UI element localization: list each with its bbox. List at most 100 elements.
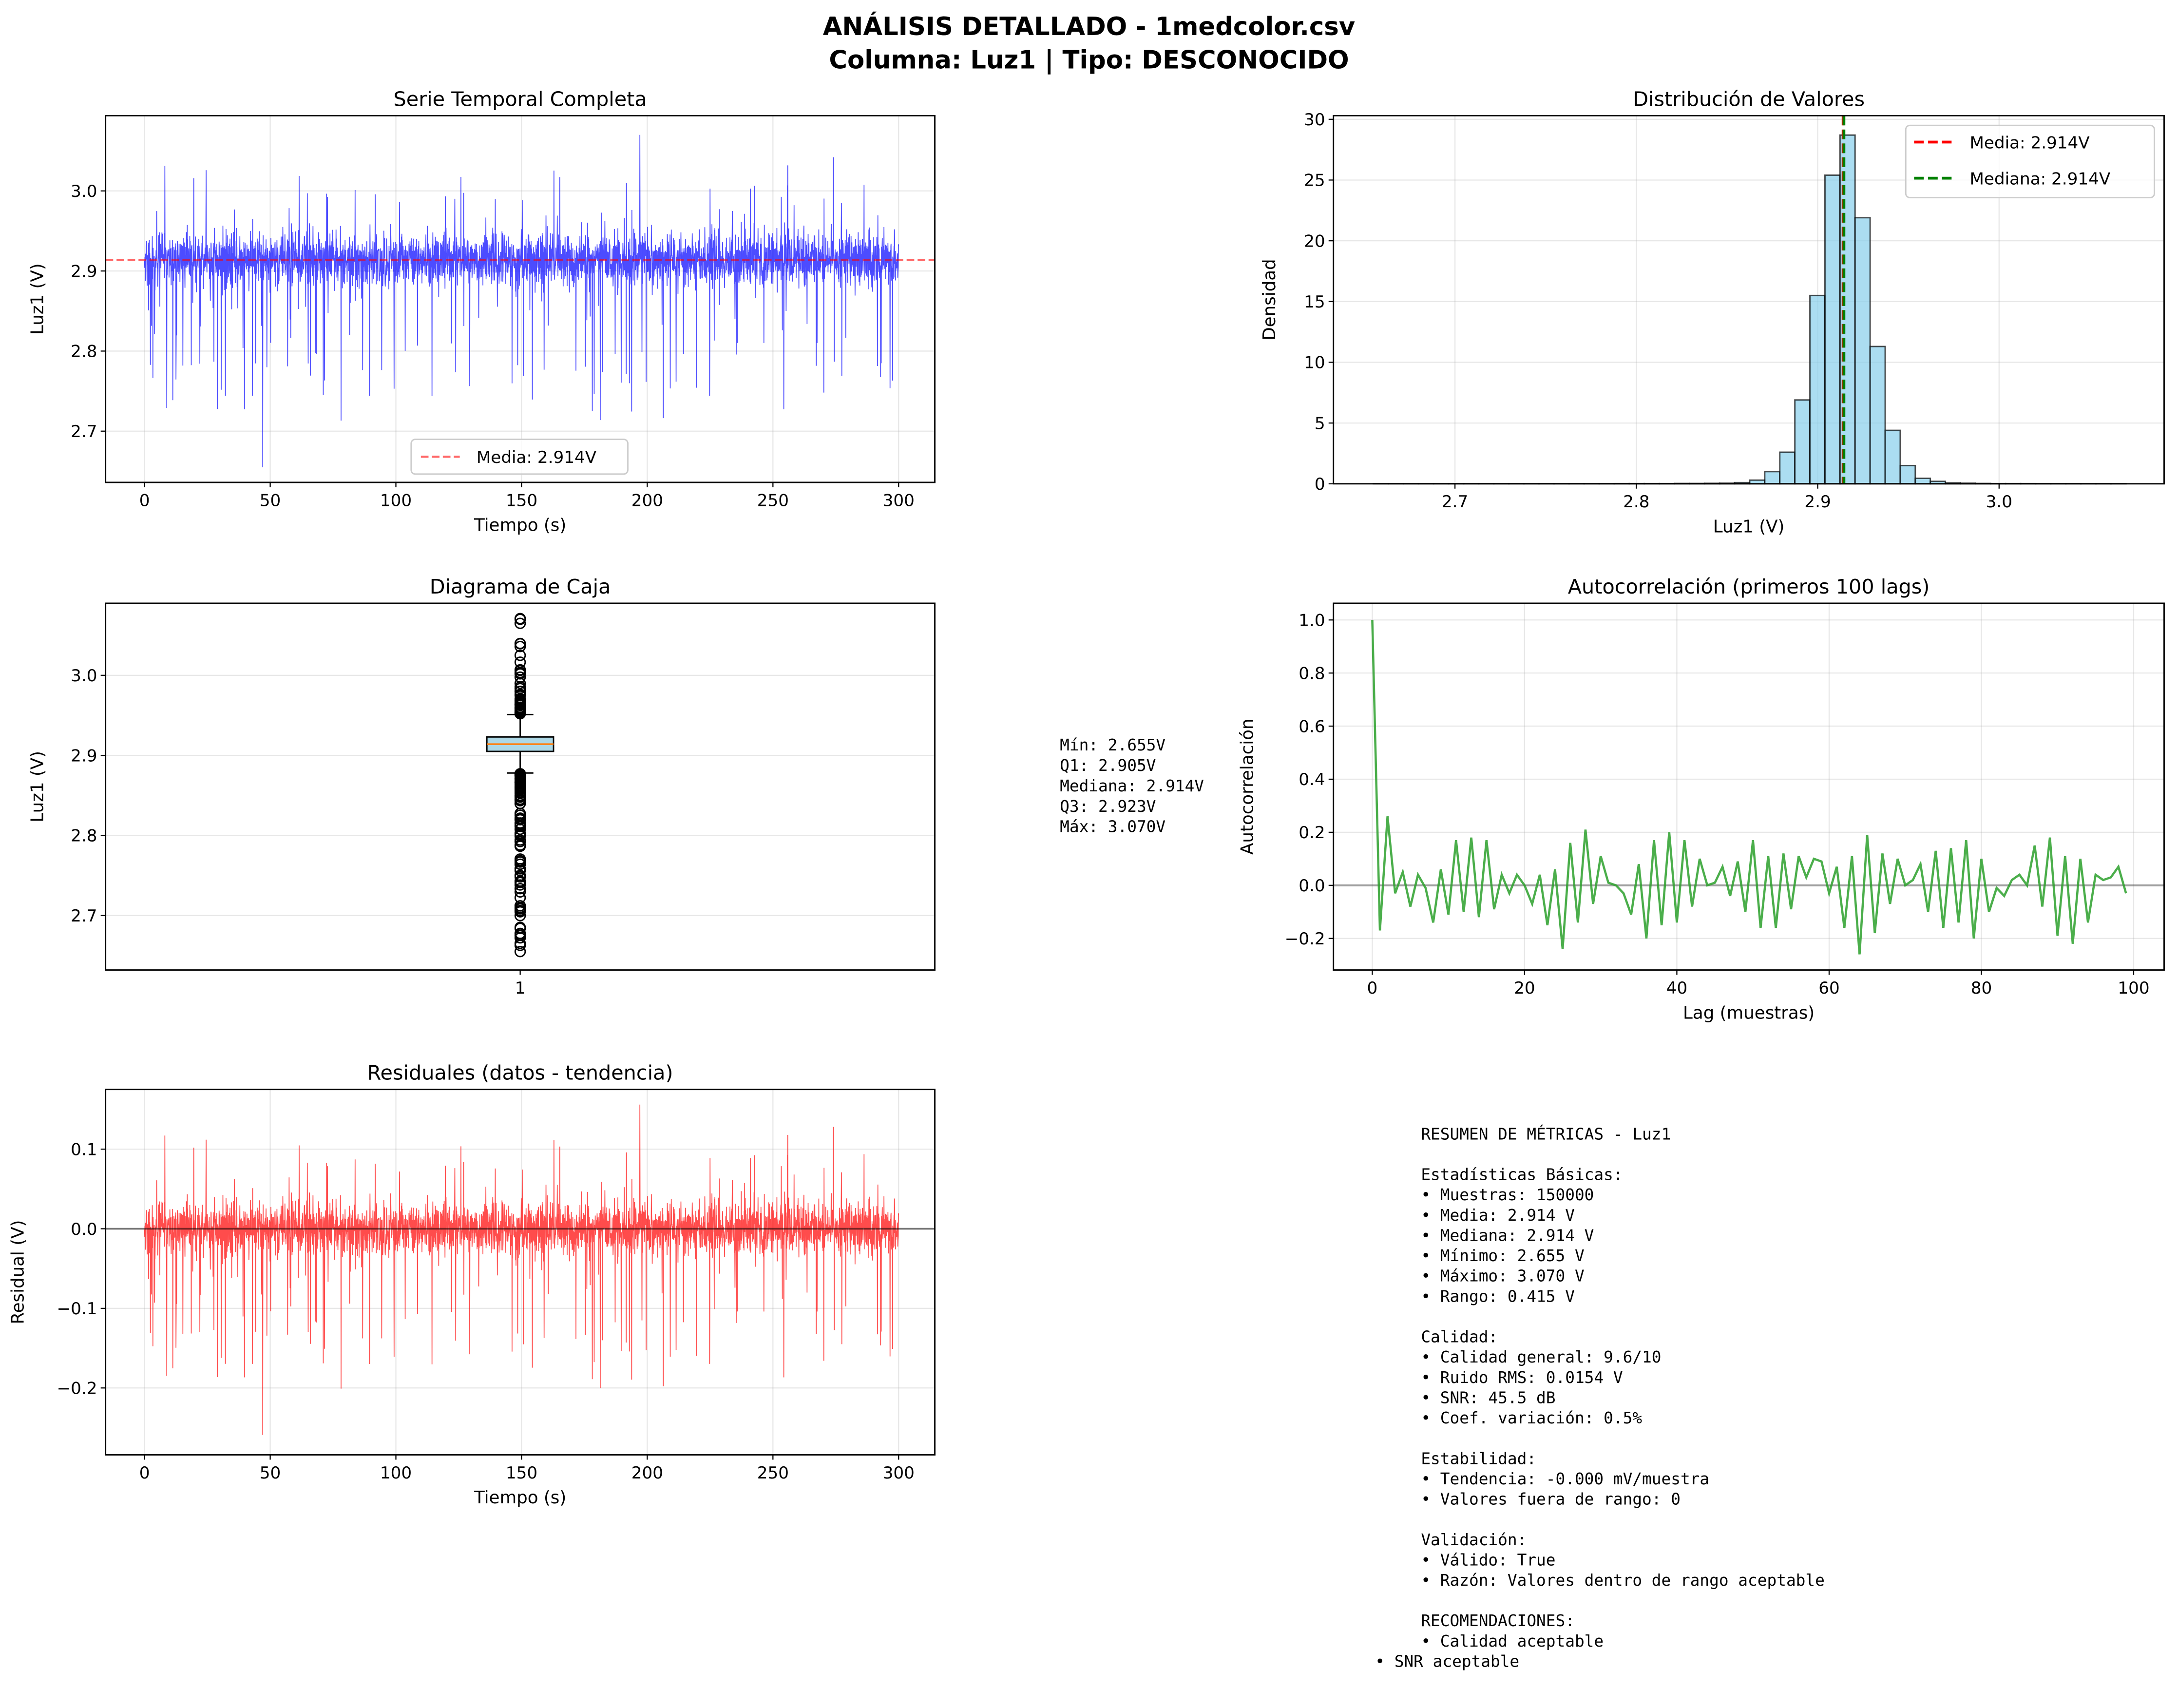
summary-line: Validación:	[1421, 1531, 1527, 1549]
summary-line: • Coef. variación: 0.5%	[1421, 1409, 1642, 1427]
autocorrelation-ytick-label: 1.0	[1299, 611, 1325, 631]
boxplot-frame	[105, 602, 936, 971]
boxplot-outlier-point	[514, 791, 526, 803]
boxplot-outliers	[514, 613, 526, 958]
boxplot-outlier-point	[514, 641, 526, 652]
boxplot-outlier-point	[514, 703, 526, 714]
summary-line: • Ruido RMS: 0.0154 V	[1421, 1368, 1623, 1387]
residuals-xtick-label: 200	[631, 1463, 663, 1483]
summary-line: • SNR: 45.5 dB	[1421, 1388, 1555, 1407]
summary-line: • Mediana: 2.914 V	[1421, 1226, 1594, 1245]
histogram-bar	[1884, 429, 1901, 485]
autocorrelation-axes: 0 20 40 60 80 100 −0.2 0.0 0.2 0.4 0.6 0.8 1.0 Autoco…	[1285, 575, 2164, 1023]
histogram-xtick-label: 3.0	[1986, 492, 2012, 512]
residuals-xtick-label: 0	[139, 1463, 150, 1483]
histogram-bar	[1869, 345, 1886, 485]
boxplot-outlier-point	[514, 637, 526, 650]
box-stat-line: Q1: 2.905V	[1060, 756, 1156, 775]
autocorrelation-xtick-label: 60	[1818, 979, 1840, 998]
boxplot-outlier-point	[514, 903, 526, 915]
residuals-xtick-label: 300	[883, 1463, 915, 1483]
boxplot-outlier-point	[514, 858, 526, 870]
timeseries-legend: Media: 2.914V	[410, 439, 629, 475]
boxplot-ytick-label: 2.8	[71, 826, 97, 846]
box-stat-line: Q3: 2.923V	[1060, 797, 1156, 816]
boxplot-axes: 1 2.7 2.8 2.9 3.0 Diagrama de Caja	[71, 575, 935, 998]
boxplot-outlier-point	[514, 695, 526, 707]
boxplot-outlier-point	[514, 795, 526, 806]
autocorrelation-xtick-label: 0	[1367, 979, 1378, 998]
summary-line: Estabilidad:	[1421, 1449, 1536, 1468]
figure-title-line1: ANÁLISIS DETALLADO - 1medcolor.csv	[823, 12, 1356, 41]
boxplot-outlier-point	[514, 900, 526, 912]
summary-line: • Tendencia: -0.000 mV/muestra	[1421, 1470, 1709, 1488]
autocorrelation-line	[1371, 620, 2127, 955]
boxplot-outlier-point	[514, 683, 526, 694]
autocorrelation-ytick-label: 0.8	[1299, 664, 1325, 683]
boxplot-xtick-label: 1	[515, 979, 526, 998]
boxplot-outlier-point	[514, 921, 526, 933]
legend-box	[410, 439, 629, 475]
timeseries-xtick-label: 250	[757, 491, 789, 510]
autocorrelation-xtick-label: 100	[2118, 979, 2149, 998]
timeseries-line	[144, 134, 899, 467]
box-stat-line: Mín: 2.655V	[1060, 736, 1165, 754]
timeseries-title: Serie Temporal Completa	[394, 87, 647, 111]
boxplot-ylabel: Luz1 (V)	[27, 751, 47, 823]
residuals-axes: 0 50 100 150 200 250 300 −0.2 −0.1 0.0 0.1 Residual…	[57, 1061, 935, 1508]
autocorrelation-title: Autocorrelación (primeros 100 lags)	[1568, 575, 1930, 598]
histogram-ylabel: Densidad	[1260, 259, 1280, 340]
summary-line: RESUMEN DE MÉTRICAS - Luz1	[1421, 1125, 1671, 1143]
histogram-title: Distribución de Valores	[1633, 87, 1865, 111]
legend-box	[1905, 124, 2155, 198]
timeseries-ytick-label: 3.0	[71, 182, 97, 201]
summary-line: • Valores fuera de rango: 0	[1421, 1490, 1681, 1509]
boxplot-outlier-point	[514, 892, 526, 903]
autocorrelation-ylabel: Autocorrelación	[1237, 718, 1257, 855]
histogram-ytick-label: 5	[1315, 414, 1325, 433]
autocorrelation-ytick-label: 0.6	[1299, 717, 1325, 736]
summary-line: • Válido: True	[1421, 1551, 1555, 1569]
timeseries-ylabel: Luz1 (V)	[27, 263, 47, 335]
autocorrelation-xlabel: Lag (muestras)	[1683, 1003, 1815, 1023]
legend-mean-label: Media: 2.914V	[1969, 133, 2090, 153]
box-stat-line: Máx: 3.070V	[1060, 818, 1165, 836]
boxplot-ytick-label: 3.0	[71, 666, 97, 686]
residuals-ytick-label: −0.1	[57, 1299, 97, 1319]
histogram-xlabel: Luz1 (V)	[1713, 517, 1785, 537]
boxplot-outlier-point	[514, 863, 526, 875]
residuals-xlabel: Tiempo (s)	[474, 1488, 566, 1508]
boxplot-outlier-point	[514, 650, 526, 661]
boxplot-outlier-point	[514, 940, 526, 951]
histogram-ytick-label: 30	[1304, 110, 1325, 130]
timeseries-xtick-label: 150	[506, 491, 537, 510]
boxplot-outlier-point	[514, 798, 526, 809]
histogram-bar	[1854, 217, 1871, 485]
histogram-bar	[1914, 478, 1931, 485]
summary-line: • Rango: 0.415 V	[1421, 1287, 1575, 1305]
boxplot-outlier-point	[514, 668, 526, 680]
boxplot-title: Diagrama de Caja	[430, 575, 611, 598]
residuals-title: Residuales (datos - tendencia)	[367, 1061, 673, 1085]
boxplot-outlier-point	[514, 928, 526, 940]
summary-line: • Muestras: 150000	[1421, 1186, 1594, 1204]
histogram-bar	[1794, 399, 1811, 485]
residuals-xtick-label: 250	[757, 1463, 789, 1483]
figure-title-line2: Columna: Luz1 | Tipo: DESCONOCIDO	[829, 45, 1349, 75]
residuals-plot-area	[105, 1089, 935, 1455]
box-stats-text: Mín: 2.655V Q1: 2.905V Mediana: 2.914V Q3: …	[1060, 736, 1204, 836]
residuals-xtick-label: 50	[260, 1463, 281, 1483]
summary-line: Calidad:	[1421, 1328, 1498, 1346]
summary-line: • Calidad aceptable	[1421, 1632, 1604, 1650]
residuals-ytick-label: −0.2	[57, 1379, 97, 1399]
boxplot-outlier-point	[514, 656, 526, 668]
timeseries-xtick-label: 300	[883, 491, 915, 510]
autocorrelation-xtick-label: 40	[1666, 979, 1688, 998]
histogram-ytick-label: 25	[1304, 171, 1325, 191]
legend-median-label: Mediana: 2.914V	[1969, 169, 2111, 189]
timeseries-ytick-label: 2.8	[71, 342, 97, 362]
autocorrelation-ytick-label: 0.4	[1299, 770, 1325, 789]
boxplot-outlier-point	[514, 664, 526, 676]
histogram-ytick-label: 10	[1304, 353, 1325, 373]
